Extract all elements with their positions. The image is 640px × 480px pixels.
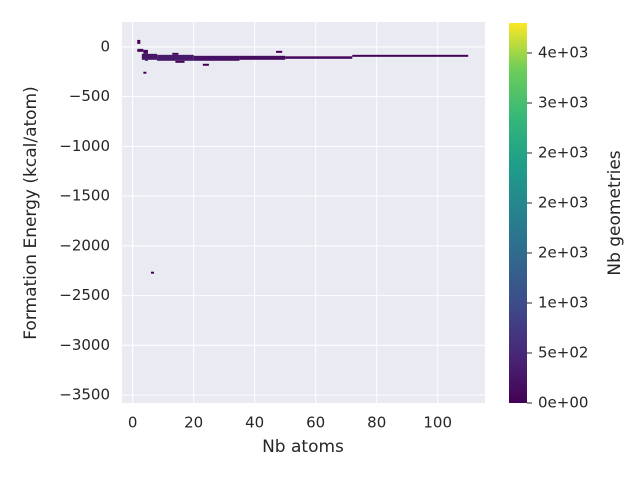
y-tick-label: −500 <box>69 87 110 105</box>
hist-cell <box>193 55 240 61</box>
y-tick-label: −3500 <box>59 386 110 404</box>
hist-cell <box>239 55 286 60</box>
hist-cell <box>276 50 283 53</box>
hist-cell <box>175 60 185 63</box>
x-tick-label: 40 <box>245 414 264 432</box>
colorbar-tick-label: 1e+03 <box>538 294 588 312</box>
hist-cell <box>144 56 148 61</box>
y-tick-label: −1000 <box>59 137 110 155</box>
x-axis-label: Nb atoms <box>262 437 344 457</box>
y-tick-label: −2000 <box>59 236 110 254</box>
hist-cell <box>143 49 148 54</box>
y-axis-label: Formation Energy (kcal/atom) <box>21 86 41 340</box>
plot-area <box>122 22 485 403</box>
colorbar-tick-label: 4e+03 <box>538 44 588 62</box>
hist-cell <box>150 271 155 274</box>
hist-cell <box>141 53 158 60</box>
colorbar-tick-label: 2e+03 <box>538 244 588 262</box>
hist-cell <box>137 48 144 52</box>
colorbar-tick-label: 0e+00 <box>538 394 588 412</box>
colorbar-tick-label: 2e+03 <box>538 144 588 162</box>
colorbar-tick-label: 2e+03 <box>538 194 588 212</box>
hist-cell <box>157 54 194 61</box>
hist-cell <box>202 63 209 66</box>
y-tick-label: −2500 <box>59 286 110 304</box>
colorbar-label: Nb geometries <box>605 150 625 275</box>
hist-cell <box>352 54 469 57</box>
hist-cell <box>143 71 147 74</box>
x-tick-label: 20 <box>184 414 203 432</box>
y-tick-label: 0 <box>100 37 110 55</box>
x-tick-label: 80 <box>367 414 386 432</box>
x-tick-label: 60 <box>306 414 325 432</box>
colorbar-tick-label: 3e+03 <box>538 94 588 112</box>
x-tick-label: 100 <box>423 414 452 432</box>
y-tick-label: −1500 <box>59 187 110 205</box>
x-tick-label: 0 <box>128 414 138 432</box>
hist-cell <box>137 39 141 44</box>
colorbar-tick-label: 5e+02 <box>538 344 588 362</box>
colorbar <box>509 23 527 403</box>
hist-cell <box>285 56 353 59</box>
hist-cell <box>172 52 179 55</box>
y-tick-label: −3000 <box>59 336 110 354</box>
